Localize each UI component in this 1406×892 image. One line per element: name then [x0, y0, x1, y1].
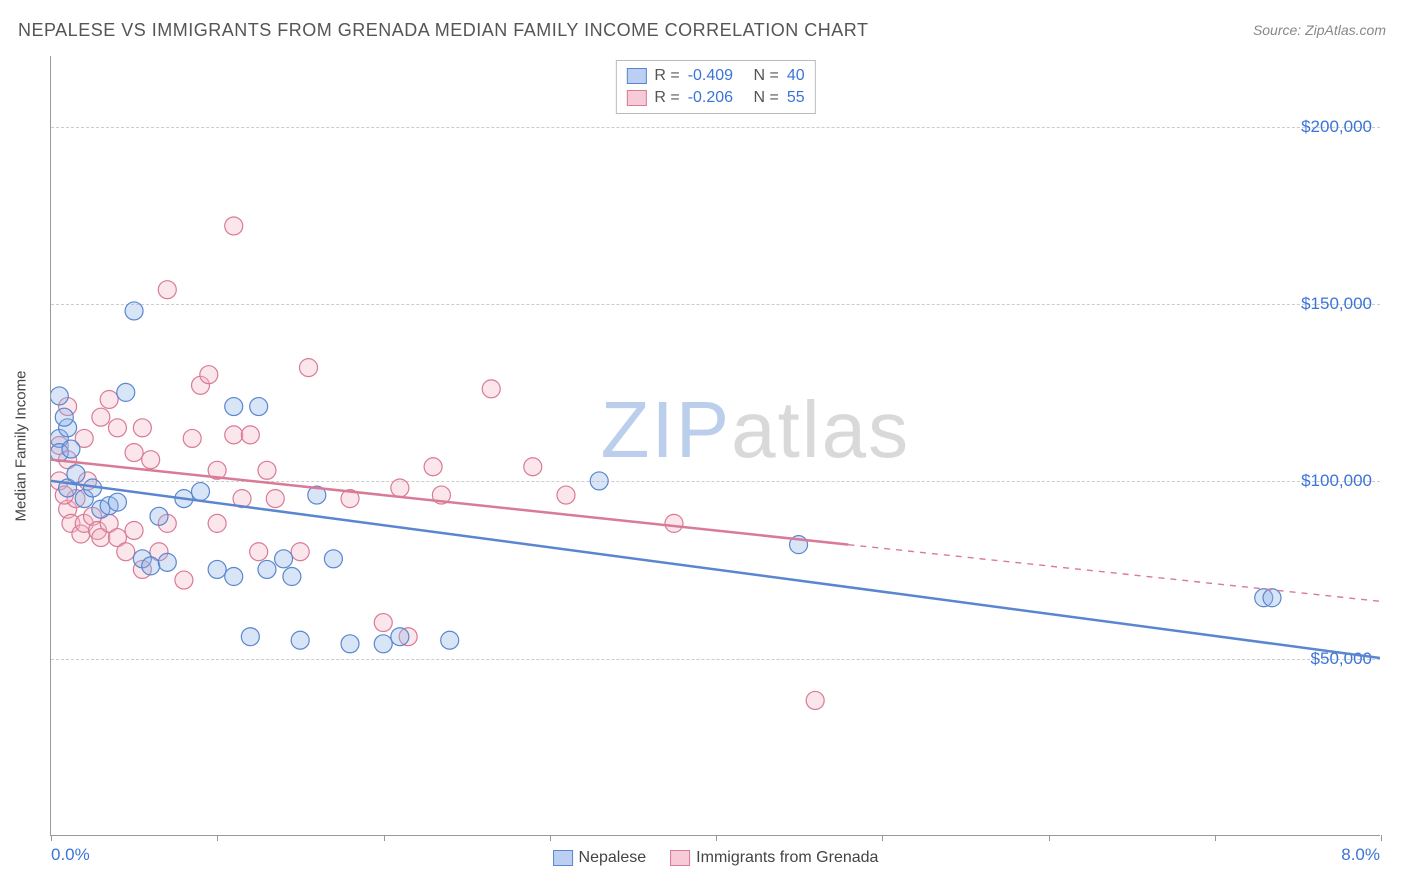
- plot-area: Median Family Income ZIPatlas R = -0.409…: [50, 56, 1380, 836]
- x-tick: [716, 835, 717, 841]
- r-label: R =: [654, 89, 679, 107]
- legend-stats-row: R = -0.409 N = 40: [626, 65, 804, 87]
- legend-stats-row: R = -0.206 N = 55: [626, 87, 804, 109]
- n-value: 55: [787, 89, 805, 107]
- n-value: 40: [787, 67, 805, 85]
- legend-bottom: Nepalese Immigrants from Grenada: [553, 849, 879, 867]
- x-tick: [882, 835, 883, 841]
- swatch-pink-icon: [670, 850, 690, 866]
- x-tick: [217, 835, 218, 841]
- x-tick: [1381, 835, 1382, 841]
- legend-stats-box: R = -0.409 N = 40 R = -0.206 N = 55: [615, 60, 815, 114]
- x-tick: [384, 835, 385, 841]
- x-tick: [550, 835, 551, 841]
- legend-label: Nepalese: [579, 849, 647, 867]
- chart-title: NEPALESE VS IMMIGRANTS FROM GRENADA MEDI…: [18, 20, 868, 41]
- y-axis-title: Median Family Income: [13, 370, 30, 521]
- x-tick: [1215, 835, 1216, 841]
- n-label: N =: [754, 89, 779, 107]
- x-axis-min-label: 0.0%: [51, 845, 90, 865]
- x-tick: [51, 835, 52, 841]
- legend-item: Immigrants from Grenada: [670, 849, 878, 867]
- legend-item: Nepalese: [553, 849, 647, 867]
- r-label: R =: [654, 67, 679, 85]
- x-axis-max-label: 8.0%: [1341, 845, 1380, 865]
- legend-label: Immigrants from Grenada: [696, 849, 878, 867]
- r-value: -0.206: [688, 89, 733, 107]
- swatch-blue-icon: [626, 68, 646, 84]
- r-value: -0.409: [688, 67, 733, 85]
- swatch-pink-icon: [626, 90, 646, 106]
- n-label: N =: [754, 67, 779, 85]
- source-attribution: Source: ZipAtlas.com: [1253, 22, 1386, 38]
- source-name: ZipAtlas.com: [1305, 22, 1386, 38]
- x-tick: [1049, 835, 1050, 841]
- chart-svg: [51, 56, 1380, 835]
- source-label: Source:: [1253, 22, 1305, 38]
- swatch-blue-icon: [553, 850, 573, 866]
